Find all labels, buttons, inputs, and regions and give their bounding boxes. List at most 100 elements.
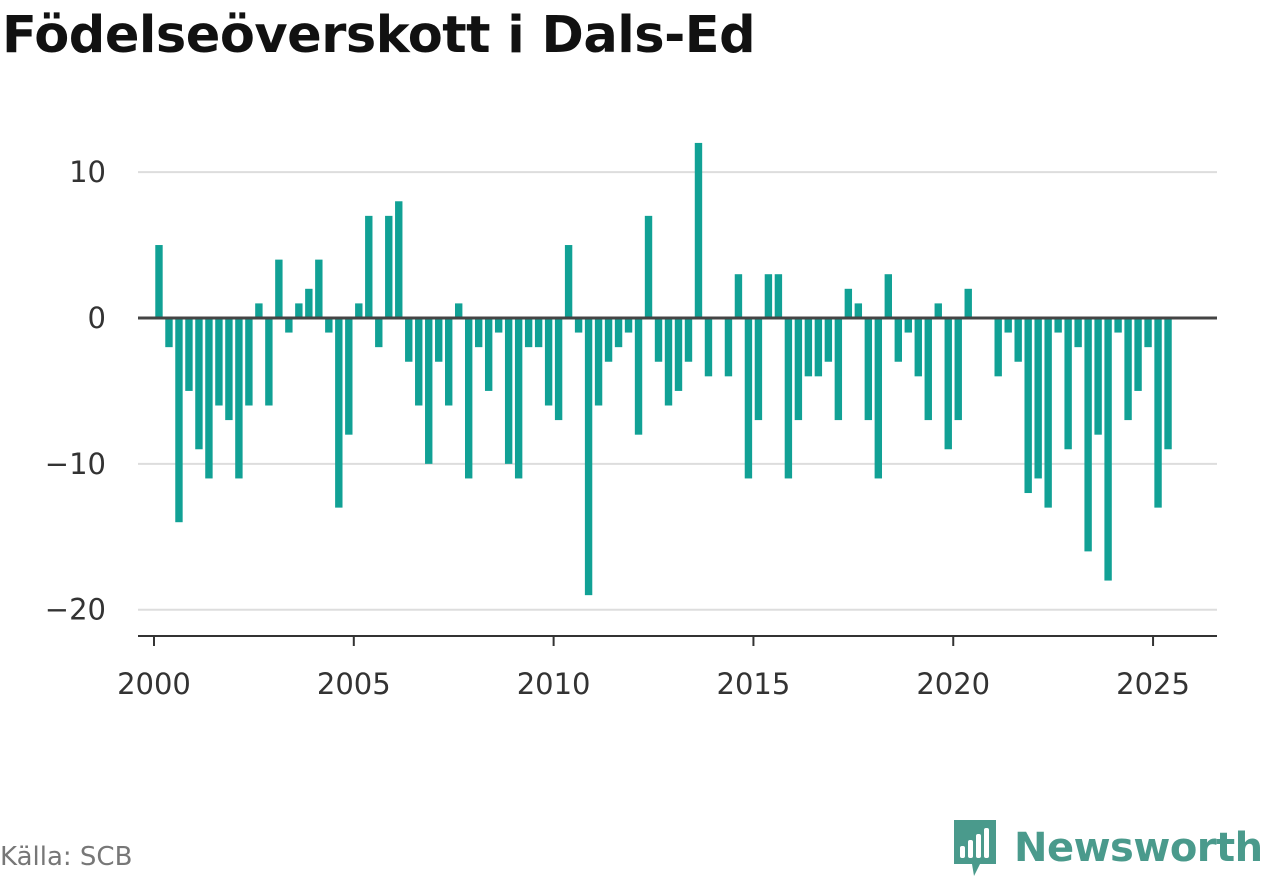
bar xyxy=(934,303,942,318)
bar xyxy=(185,317,193,391)
bar xyxy=(914,317,922,377)
bar xyxy=(365,215,373,318)
x-tick-label: 2015 xyxy=(717,667,791,701)
bar xyxy=(554,317,563,421)
bar xyxy=(704,317,713,377)
bar xyxy=(225,317,233,421)
bar xyxy=(1084,317,1092,552)
bar xyxy=(235,317,243,479)
bar xyxy=(474,317,483,348)
bar xyxy=(674,317,683,391)
x-tick-label: 2000 xyxy=(117,667,191,701)
bar xyxy=(894,317,902,362)
bar xyxy=(744,317,753,479)
bar xyxy=(814,317,823,377)
bar xyxy=(435,317,443,362)
bar xyxy=(1034,317,1042,479)
bar xyxy=(514,317,523,479)
brand-logo[interactable]: Newsworthy xyxy=(950,818,1262,878)
bar xyxy=(275,259,283,318)
bar xyxy=(1134,317,1142,391)
bar xyxy=(1144,317,1152,348)
brand-name: Newsworthy xyxy=(1014,825,1262,871)
bar xyxy=(455,303,463,318)
source-note: Källa: SCB xyxy=(0,842,133,872)
bar xyxy=(754,317,763,421)
bar xyxy=(654,317,663,362)
bar xyxy=(904,317,912,333)
bar xyxy=(1094,317,1102,435)
bar xyxy=(464,317,473,479)
bar xyxy=(524,317,533,348)
bar xyxy=(604,317,613,362)
bar xyxy=(534,317,543,348)
y-tick-label: −10 xyxy=(45,447,106,481)
y-tick-label: 0 xyxy=(88,301,106,335)
bar xyxy=(205,317,213,479)
bar xyxy=(1164,317,1172,450)
axes xyxy=(138,316,1217,646)
bar xyxy=(1004,317,1012,333)
bar xyxy=(664,317,673,406)
bar xyxy=(784,317,793,479)
bar xyxy=(155,245,163,318)
bar xyxy=(325,317,333,333)
bar xyxy=(994,317,1002,377)
bar xyxy=(864,317,873,421)
bar xyxy=(315,259,323,318)
x-tick-label: 2020 xyxy=(916,667,990,701)
bar xyxy=(1044,317,1052,508)
bar xyxy=(634,317,643,435)
bar xyxy=(1014,317,1022,362)
bar xyxy=(1024,317,1032,494)
bar xyxy=(335,317,343,508)
bar xyxy=(854,303,863,318)
bar xyxy=(584,317,593,596)
bar xyxy=(1054,317,1062,333)
bar xyxy=(694,142,703,318)
bar xyxy=(195,317,203,450)
bar xyxy=(375,317,383,348)
bars xyxy=(155,142,1172,596)
bar xyxy=(285,317,293,333)
bar xyxy=(305,288,313,318)
bar xyxy=(395,201,403,318)
bar xyxy=(215,317,223,406)
bar xyxy=(924,317,932,421)
newsworthy-logo-icon xyxy=(954,820,996,876)
bar-chart: 10 0 −10 −20 2000 2005 2010 2015 2020 2025 xyxy=(45,142,1217,701)
bar xyxy=(265,317,273,406)
bar xyxy=(734,274,743,318)
bar xyxy=(564,245,573,318)
bar xyxy=(594,317,603,406)
bar xyxy=(624,317,633,333)
bar xyxy=(1074,317,1082,348)
bar xyxy=(494,317,503,333)
bar xyxy=(544,317,553,406)
bar xyxy=(1124,317,1132,421)
y-tick-label: −20 xyxy=(45,593,106,627)
bar xyxy=(445,317,453,406)
bar xyxy=(844,288,853,318)
bar xyxy=(944,317,952,450)
bar xyxy=(874,317,883,479)
x-tick-label: 2005 xyxy=(317,667,391,701)
bar xyxy=(255,303,263,318)
bar xyxy=(884,274,893,318)
bar xyxy=(1064,317,1072,450)
bar xyxy=(484,317,493,391)
bar xyxy=(804,317,813,377)
bar xyxy=(644,215,653,318)
bar xyxy=(245,317,253,406)
x-tick-label: 2010 xyxy=(517,667,591,701)
chart-title: Födelseöverskott i Dals-Ed xyxy=(2,6,756,65)
bar xyxy=(614,317,623,348)
bar xyxy=(824,317,833,362)
bar xyxy=(954,317,962,421)
bar xyxy=(405,317,413,362)
y-tick-label: 10 xyxy=(69,155,106,189)
bar xyxy=(764,274,773,318)
tick-labels: 10 0 −10 −20 2000 2005 2010 2015 2020 2025 xyxy=(45,155,1190,701)
bar xyxy=(355,303,363,318)
bar xyxy=(1154,317,1162,508)
